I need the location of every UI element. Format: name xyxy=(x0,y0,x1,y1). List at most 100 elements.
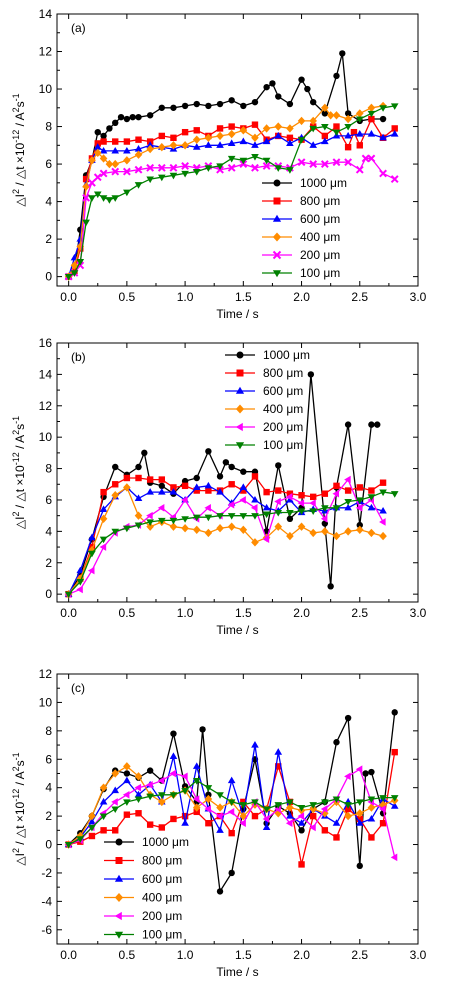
data-point xyxy=(320,515,328,523)
data-point xyxy=(356,815,363,823)
x-tick-label: 1.5 xyxy=(235,606,252,620)
data-point xyxy=(181,128,189,136)
data-point xyxy=(170,104,177,111)
data-point xyxy=(309,508,317,515)
data-point xyxy=(227,799,236,806)
data-point xyxy=(286,799,294,806)
data-point xyxy=(344,421,352,428)
data-point xyxy=(192,169,201,176)
data-point xyxy=(355,819,364,826)
data-point xyxy=(112,463,119,471)
y-tick-label: 14 xyxy=(39,367,53,381)
data-point xyxy=(344,143,352,151)
data-point xyxy=(135,463,142,471)
x-tick-label: 0.0 xyxy=(60,948,77,962)
data-point xyxy=(379,795,387,802)
data-point xyxy=(192,795,200,803)
y-tick-label: 12 xyxy=(39,667,53,681)
data-point xyxy=(251,513,259,520)
data-point xyxy=(333,739,340,746)
data-point xyxy=(379,518,386,526)
data-point xyxy=(99,146,108,154)
data-point xyxy=(298,492,305,499)
data-point xyxy=(297,158,306,167)
data-point xyxy=(129,113,136,121)
data-point xyxy=(262,503,271,511)
data-point xyxy=(82,193,91,202)
data-point xyxy=(332,129,341,137)
data-point xyxy=(321,123,329,131)
data-point xyxy=(158,482,166,490)
data-point xyxy=(100,488,107,496)
data-point xyxy=(379,531,387,541)
chart-panel-1: 0.0 0.5 1.0 1.5 2.0 2.5 3.0 0 2 4 6 8 10 12 14 Time / s… xyxy=(11,7,427,321)
data-point xyxy=(99,169,108,178)
data-point xyxy=(286,100,294,108)
data-point xyxy=(379,115,387,123)
y-tick-label: 12 xyxy=(39,399,53,413)
data-point xyxy=(216,826,224,833)
legend-label: 1000 μm xyxy=(142,835,189,849)
data-point xyxy=(87,566,95,575)
data-point xyxy=(122,167,131,176)
data-point xyxy=(239,811,248,821)
y-tick-label: 6 xyxy=(45,493,52,507)
data-point xyxy=(321,103,329,112)
y-tick-label: 12 xyxy=(39,45,53,59)
x-tick-label: 1.5 xyxy=(235,948,252,962)
data-point xyxy=(298,76,305,83)
data-point xyxy=(64,841,73,849)
data-point xyxy=(379,805,386,813)
data-point xyxy=(379,479,387,486)
y-axis-label: △I2 / △t ×10-12 / A2s-1 xyxy=(11,416,27,529)
data-point xyxy=(181,102,189,110)
data-point xyxy=(355,109,364,118)
data-point xyxy=(99,195,108,202)
y-tick-label: 8 xyxy=(45,120,52,134)
legend-entry: 200 μm xyxy=(262,248,340,262)
data-point xyxy=(251,538,259,547)
data-point xyxy=(355,165,364,174)
data-point xyxy=(112,481,119,488)
y-tick-label: 16 xyxy=(39,336,53,350)
data-point xyxy=(275,462,282,469)
data-point xyxy=(321,799,329,806)
data-point xyxy=(344,110,352,117)
legend-label: 100 μm xyxy=(263,438,303,452)
data-point xyxy=(307,371,315,378)
data-point xyxy=(309,812,317,820)
data-point xyxy=(158,824,166,831)
legend-marker xyxy=(272,270,282,278)
data-point xyxy=(309,802,317,809)
data-point xyxy=(88,824,96,832)
data-point xyxy=(228,481,235,488)
data-point xyxy=(251,799,259,806)
data-point xyxy=(367,494,376,501)
plot-frame xyxy=(56,673,419,945)
data-point xyxy=(263,488,270,496)
panel-label: (c) xyxy=(71,681,85,695)
data-point xyxy=(309,125,317,133)
data-point xyxy=(286,803,294,812)
data-point xyxy=(158,476,166,483)
data-point xyxy=(344,498,352,506)
legend-entry: 200 μm xyxy=(225,420,303,434)
data-point xyxy=(192,135,201,144)
legend-label: 200 μm xyxy=(142,909,182,923)
y-axis-label: △I2 / △t ×10-12 / A2s-1 xyxy=(11,752,27,865)
data-point xyxy=(332,158,341,167)
legend-marker xyxy=(235,442,245,450)
y-tick-label: 0 xyxy=(45,587,52,601)
legend-marker xyxy=(272,214,282,222)
data-point xyxy=(82,219,90,227)
x-tick-label: 0.5 xyxy=(119,606,136,620)
data-point xyxy=(123,115,131,123)
data-point xyxy=(344,503,352,511)
data-point xyxy=(88,817,96,825)
data-point xyxy=(390,795,399,802)
data-point xyxy=(169,172,178,180)
legend-label: 200 μm xyxy=(263,420,303,434)
data-point xyxy=(286,490,294,497)
data-point xyxy=(251,154,259,161)
data-point xyxy=(158,132,166,140)
